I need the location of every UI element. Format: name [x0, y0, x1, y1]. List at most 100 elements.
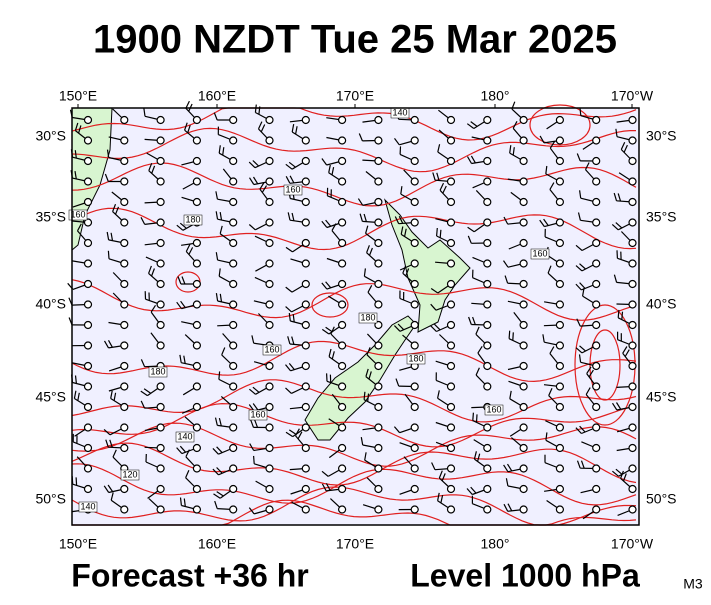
barb-station: [339, 137, 346, 144]
barb-station: [520, 506, 527, 513]
barb-station: [556, 342, 563, 349]
barb-station: [520, 219, 527, 226]
barb-station: [629, 281, 636, 288]
barb-station: [121, 486, 128, 493]
barb-station: [448, 219, 455, 226]
barb-station: [266, 404, 273, 411]
barb-station: [266, 260, 273, 267]
barb-station: [593, 301, 600, 308]
barb-station: [520, 486, 527, 493]
barb-station: [448, 240, 455, 247]
barb-station: [629, 465, 636, 472]
contour-label: 140: [80, 501, 95, 511]
barb-station: [302, 178, 309, 185]
barb-station: [121, 281, 128, 288]
barb-station: [484, 137, 491, 144]
barb-station: [121, 506, 128, 513]
barb-station: [339, 260, 346, 267]
barb-station: [593, 486, 600, 493]
barb-station: [375, 158, 382, 165]
barb-station: [411, 445, 418, 452]
barb-station: [375, 281, 382, 288]
barb-station: [593, 322, 600, 329]
barb-station: [411, 342, 418, 349]
barb-station: [629, 404, 636, 411]
barb-feather: [580, 108, 581, 116]
barb-station: [411, 404, 418, 411]
contour-label: 180: [150, 366, 165, 376]
barb-station: [157, 506, 164, 513]
barb-station: [556, 240, 563, 247]
barb-station: [230, 322, 237, 329]
barb-station: [484, 424, 491, 431]
barb-station: [375, 445, 382, 452]
barb-station: [484, 260, 491, 267]
barb-feather: [618, 310, 619, 318]
barb-station: [193, 363, 200, 370]
lon-label-bottom: 160°E: [198, 536, 236, 552]
barb-station: [629, 260, 636, 267]
barb-station: [339, 486, 346, 493]
barb-station: [375, 486, 382, 493]
barb-station: [593, 260, 600, 267]
barb-station: [230, 404, 237, 411]
barb-station: [85, 404, 92, 411]
barb-station: [157, 219, 164, 226]
barb-station: [121, 445, 128, 452]
barb-station: [629, 137, 636, 144]
forecast: Forecast +36 hr: [71, 557, 308, 593]
barb-station: [448, 301, 455, 308]
barb-station: [302, 158, 309, 165]
lon-label-bottom: 170°W: [611, 536, 654, 552]
barb-station: [230, 342, 237, 349]
lon-label-top: 150°E: [59, 88, 97, 104]
barb-station: [230, 424, 237, 431]
lon-label-top: 170°E: [336, 88, 374, 104]
barb-station: [556, 404, 563, 411]
barb-station: [302, 445, 309, 452]
barb-station: [230, 383, 237, 390]
contour-label: 160: [264, 344, 279, 354]
barb-station: [448, 424, 455, 431]
barb-station: [230, 363, 237, 370]
lat-label-right: 40°S: [646, 296, 677, 312]
barb-station: [339, 158, 346, 165]
barb-station: [556, 363, 563, 370]
barb-station: [520, 445, 527, 452]
barb-station: [157, 240, 164, 247]
barb-station: [484, 445, 491, 452]
barb-feather: [477, 414, 478, 422]
barb-station: [121, 342, 128, 349]
title: 1900 NZDT Tue 25 Mar 2025: [93, 18, 617, 62]
barb-station: [448, 445, 455, 452]
barb-station: [629, 117, 636, 124]
barb-station: [302, 260, 309, 267]
barb-station: [411, 260, 418, 267]
barb-station: [230, 445, 237, 452]
barb-station: [520, 342, 527, 349]
barb-station: [556, 445, 563, 452]
barb-station: [375, 260, 382, 267]
barb-station: [593, 219, 600, 226]
barb-station: [157, 322, 164, 329]
barb-station: [520, 301, 527, 308]
barb-station: [448, 404, 455, 411]
barb-station: [339, 322, 346, 329]
barb-feather: [440, 230, 441, 238]
barb-station: [593, 117, 600, 124]
barb-station: [375, 424, 382, 431]
lon-label-top: 180°: [481, 88, 510, 104]
barb-station: [520, 363, 527, 370]
barb-station: [339, 240, 346, 247]
contour-label: 180: [408, 353, 423, 363]
barb-station: [629, 240, 636, 247]
lat-label-left: 40°S: [35, 296, 66, 312]
barb-station: [593, 506, 600, 513]
contour-label: 160: [285, 184, 300, 194]
barb-station: [266, 363, 273, 370]
barb-station: [375, 178, 382, 185]
barb-station: [411, 383, 418, 390]
barb-station: [593, 199, 600, 206]
barb-station: [629, 486, 636, 493]
barb-station: [266, 137, 273, 144]
